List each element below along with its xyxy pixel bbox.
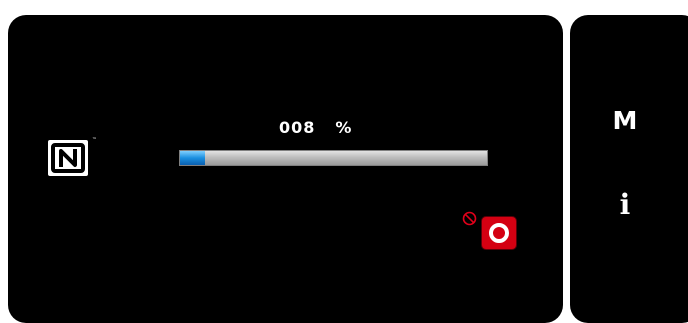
main-panel <box>8 15 563 323</box>
progress-unit: % <box>335 117 353 137</box>
progress-bar <box>179 150 488 166</box>
nfc-icon <box>48 140 88 176</box>
prohibit-icon <box>462 211 477 226</box>
record-stop-icon <box>489 223 509 243</box>
progress-fill <box>180 151 205 165</box>
stop-button[interactable] <box>481 216 517 250</box>
info-button[interactable]: i <box>619 188 631 221</box>
progress-value: 008 <box>279 117 316 137</box>
mode-button[interactable]: M <box>612 106 638 135</box>
side-panel <box>570 15 688 323</box>
trademark-label: ™ <box>92 137 97 143</box>
progress-readout: 008 % <box>279 117 352 137</box>
